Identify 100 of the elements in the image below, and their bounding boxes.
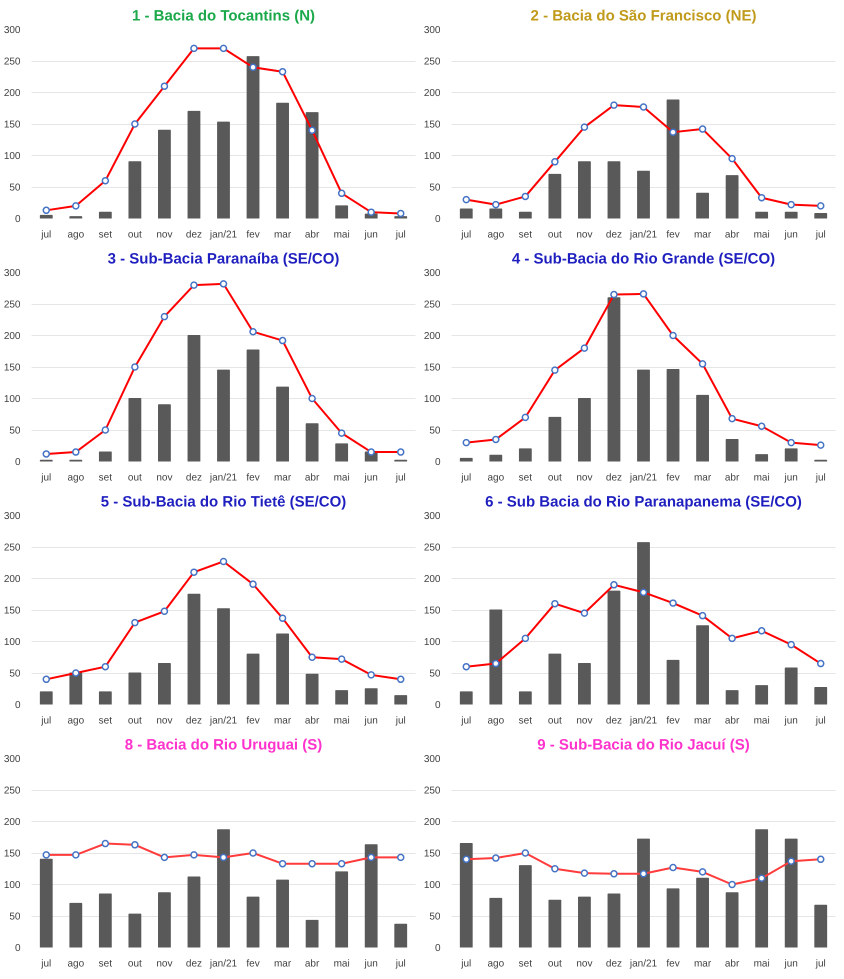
bar — [128, 398, 142, 462]
y-tick-label: 0 — [14, 943, 21, 954]
bar — [246, 654, 260, 704]
x-tick-label: mar — [694, 958, 712, 970]
y-tick-label: 300 — [424, 268, 441, 279]
x-tick-label: jul — [814, 472, 826, 484]
x-tick-label: jan/21 — [628, 472, 658, 484]
y-tick-label: 250 — [424, 56, 441, 68]
x-tick-label: fev — [666, 472, 680, 484]
y-tick-label: 200 — [4, 574, 21, 585]
x-tick-label: fev — [246, 472, 260, 484]
bar — [335, 443, 348, 462]
chart-title: 5 - Sub-Bacia do Rio Tietê (SE/CO) — [100, 494, 346, 510]
y-tick-label: 150 — [4, 848, 21, 860]
y-tick-label: 100 — [4, 880, 21, 891]
bar — [666, 660, 680, 704]
y-tick-label: 200 — [424, 574, 441, 585]
bar — [460, 843, 473, 948]
x-tick-label: jan/21 — [208, 716, 238, 726]
y-tick-label: 250 — [4, 786, 21, 796]
x-tick-label: mar — [274, 716, 292, 726]
x-tick-label: jun — [364, 716, 378, 726]
x-tick-label: ago — [487, 716, 505, 726]
x-tick-label: out — [128, 716, 142, 726]
y-tick-label: 0 — [434, 214, 441, 225]
bar — [637, 838, 650, 948]
x-tick-label: nov — [156, 958, 172, 970]
bar — [489, 208, 502, 218]
x-tick-label: mar — [274, 958, 292, 970]
y-tick-label: 100 — [424, 151, 441, 162]
y-tick-label: 300 — [424, 754, 441, 765]
chart-title: 9 - Sub-Bacia do Rio Jacuí (S) — [537, 736, 750, 754]
y-tick-label: 200 — [424, 331, 441, 342]
x-tick-label: abr — [724, 230, 740, 240]
x-tick-label: ago — [67, 716, 85, 726]
x-tick-label: mar — [274, 472, 292, 484]
bar — [784, 667, 798, 704]
bar — [518, 212, 532, 218]
y-tick-label: 100 — [424, 637, 441, 648]
bar — [158, 892, 171, 948]
bar — [188, 335, 200, 462]
x-tick-label: out — [548, 958, 562, 970]
x-tick-label: out — [128, 958, 142, 970]
bar — [188, 594, 200, 704]
x-tick-label: jun — [784, 230, 798, 240]
x-tick-label: fev — [246, 958, 260, 970]
x-tick-label: out — [128, 472, 142, 484]
x-tick-label: set — [98, 472, 112, 484]
bar — [726, 438, 739, 462]
y-tick-label: 300 — [4, 511, 21, 522]
bar — [518, 865, 532, 948]
x-tick-label: jan/21 — [628, 230, 658, 240]
y-tick-label: 50 — [429, 912, 441, 922]
bar — [755, 685, 768, 704]
y-tick-label: 250 — [4, 56, 21, 68]
bar — [246, 56, 260, 218]
x-tick-label: ago — [67, 472, 85, 484]
bar — [489, 610, 502, 704]
bar — [637, 370, 650, 462]
x-tick-label: mai — [754, 958, 770, 970]
bar — [578, 663, 591, 704]
bar — [394, 924, 408, 948]
y-tick-label: 0 — [434, 457, 441, 468]
y-tick-label: 300 — [4, 754, 21, 765]
bar — [246, 349, 260, 462]
y-tick-label: 150 — [424, 362, 441, 374]
x-tick-label: abr — [724, 958, 740, 970]
y-tick-label: 250 — [424, 300, 441, 310]
chart-title: 1 - Bacia do Tocantins (N) — [132, 8, 316, 24]
bar — [98, 452, 112, 462]
y-tick-label: 100 — [424, 880, 441, 891]
x-tick-label: jul — [814, 716, 826, 726]
bar — [335, 871, 348, 948]
bar — [578, 161, 591, 218]
y-tick-label: 0 — [434, 700, 441, 711]
x-tick-label: jan/21 — [208, 958, 238, 970]
x-tick-label: dez — [186, 472, 202, 484]
bar — [246, 896, 260, 948]
x-tick-label: jul — [394, 472, 406, 484]
x-tick-label: jun — [364, 958, 378, 970]
bar — [548, 174, 562, 218]
y-tick-label: 50 — [429, 668, 441, 680]
y-tick-label: 250 — [424, 786, 441, 796]
x-tick-label: dez — [606, 472, 622, 484]
x-tick-label: jul — [814, 958, 826, 970]
bar — [784, 212, 798, 218]
x-tick-label: set — [518, 472, 532, 484]
bar — [755, 212, 768, 218]
x-tick-label: out — [548, 716, 562, 726]
bar — [608, 590, 620, 704]
y-tick-label: 100 — [4, 394, 21, 405]
x-tick-label: jan/21 — [208, 472, 238, 484]
chart-title: 8 - Bacia do Rio Uruguai (S) — [124, 736, 322, 754]
x-tick-label: abr — [724, 472, 740, 484]
x-tick-label: jul — [394, 716, 406, 726]
x-tick-label: fev — [666, 716, 680, 726]
y-tick-label: 100 — [4, 151, 21, 162]
x-tick-label: mai — [754, 230, 770, 240]
x-tick-label: mai — [754, 716, 770, 726]
bar — [755, 454, 768, 462]
